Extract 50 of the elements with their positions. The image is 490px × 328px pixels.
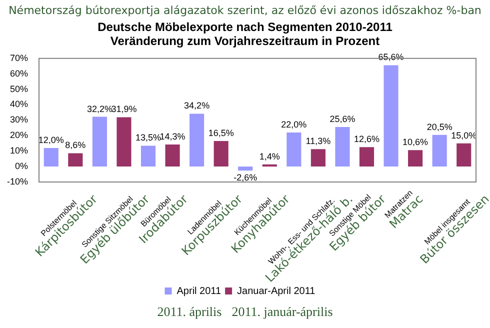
data-label: 13,5%: [135, 132, 162, 143]
data-label: 12,6%: [354, 134, 380, 144]
data-label: 12,0%: [38, 134, 64, 145]
data-label: 25,6%: [330, 114, 356, 124]
data-label: 22,0%: [281, 120, 307, 130]
y-tick-label: -10%: [6, 176, 28, 186]
data-label: -2,6%: [234, 172, 258, 183]
y-tick-label: 10%: [10, 146, 28, 156]
bar: [359, 147, 374, 167]
y-tick-label: 0%: [14, 161, 28, 172]
chart-subtitle: Németország bútorexportja alágazatok szerint, az előző évi azonos időszakhoz %-ban: [8, 4, 482, 19]
bar: [92, 116, 107, 167]
text: 2011. április: [157, 304, 222, 320]
y-tick-label: 20%: [10, 130, 28, 140]
y-tick-label: 40%: [10, 99, 28, 110]
data-label: 14,3%: [160, 131, 186, 142]
bar: [238, 166, 253, 171]
bar: [165, 144, 180, 167]
bar: [432, 134, 447, 167]
data-label: 10,6%: [402, 137, 428, 148]
data-label: 34,2%: [184, 100, 210, 111]
bar: [116, 117, 132, 167]
bar: [214, 141, 228, 167]
data-label: 16,5%: [208, 128, 234, 138]
data-label: 32,2%: [86, 104, 112, 114]
y-tick-label: 70%: [10, 52, 28, 63]
y-tick-label: 30%: [10, 114, 28, 125]
bar: [310, 149, 326, 167]
legend-label: Januar-April 2011: [237, 286, 316, 297]
bar: [190, 114, 204, 167]
data-label: 31,9%: [111, 104, 137, 114]
data-label: 1,4%: [259, 151, 280, 162]
bar: [408, 150, 423, 167]
bar: [456, 143, 472, 167]
y-tick-label: 60%: [10, 68, 28, 78]
data-label: 20,5%: [426, 122, 452, 132]
data-label: 15,0%: [451, 130, 477, 140]
data-label: 8,6%: [65, 140, 86, 150]
bar: [335, 127, 350, 167]
bar: [44, 148, 58, 167]
y-tick-label: 50%: [10, 84, 28, 94]
text: 2011. január-április: [232, 304, 333, 320]
bar: [286, 132, 302, 167]
chart-title: Deutsche Möbelexporte nach Segmenten 2010-2011 Veränderung zum Vorjahreszeitraum in Prozent: [96, 20, 394, 50]
bar: [68, 153, 83, 167]
legend-label: April 2011: [176, 286, 222, 297]
data-label: 11,3%: [306, 136, 331, 146]
bar: [384, 65, 398, 167]
bar: [140, 146, 156, 167]
bar: [262, 164, 277, 167]
